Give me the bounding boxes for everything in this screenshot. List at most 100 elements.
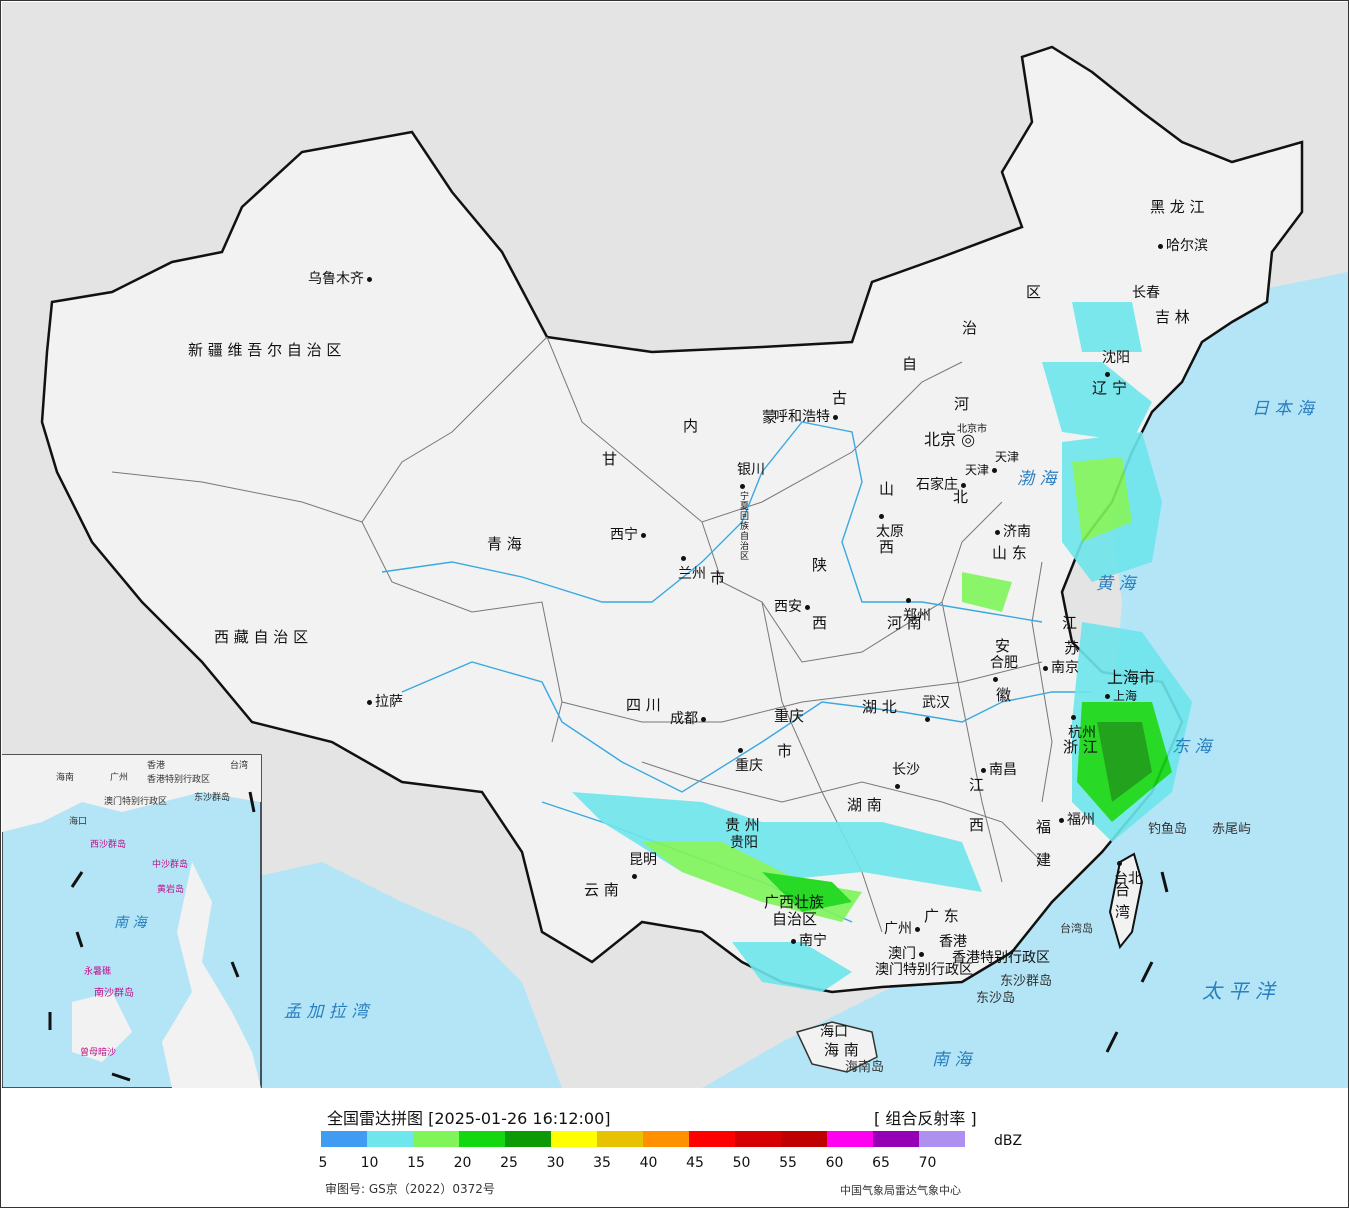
inset-label-xisha: 西沙群岛 [90,840,127,850]
city-nanchang: 南昌 [978,762,1017,778]
city-shanghai: 上海 [1102,688,1137,704]
radar-echoes [572,302,1192,992]
inset-label-zhongsha: 中沙群岛 [152,860,189,870]
sea-bengal: 孟 加 拉 湾 [284,1002,369,1022]
city-lanzhou: 兰州 [678,550,706,582]
scale-tick-label: 50 [732,1155,751,1171]
city-tianjin: 天津 [965,462,1000,478]
color-scale [321,1131,965,1147]
city-harbin: 哈尔滨 [1155,238,1208,254]
scale-tick-label: 40 [639,1155,658,1171]
island-taiwan: 台湾岛 [1060,922,1093,935]
color-swatch [735,1131,781,1147]
province-zhejiang: 浙 江 [1063,738,1098,756]
province-yunnan: 云 南 [584,881,619,899]
province-hebei-2: 北 [953,488,969,506]
province-fujian-2: 建 [1036,851,1052,869]
color-swatch [459,1131,505,1147]
inset-label-macau: 澳门特别行政区 [104,797,168,807]
city-wuhan: 武汉 [922,695,950,727]
province-jiangsu-2: 苏 [1064,639,1080,657]
island-diaoyu: 钓鱼岛 [1148,822,1188,837]
city-lhasa: 拉萨 [364,694,403,710]
scale-tick-label: 70 [918,1155,937,1171]
color-swatch [643,1131,689,1147]
sea-pacific: 太 平 洋 [1202,979,1275,1003]
scale-tick-label: 15 [407,1155,425,1171]
city-kunming: 昆明 [629,852,657,884]
scale-tick-label: 25 [500,1155,518,1171]
inset-label-hk-sar: 香港特别行政区 [147,775,211,785]
inset-label-guangzhou: 广州 [110,773,129,783]
city-shenyang: 沈阳 [1102,350,1130,382]
color-swatch [413,1131,459,1147]
province-guangxi-1: 广西壮族 [764,893,825,911]
province-hebei-1: 河 [954,395,970,413]
map-panel: 新 疆 维 吾 尔 自 治 区 西 藏 自 治 区 青 海 甘 内 蒙 古 自 … [2,2,1348,1088]
basemap [2,45,1348,1088]
municipality-beijing: 北京市 [957,424,987,435]
province-neimenggu-6: 区 [1026,283,1042,301]
inset-label-zengmu: 曾母暗沙 [80,1048,117,1058]
inset-label-haikou: 海口 [69,817,88,827]
color-swatch [919,1131,965,1147]
scale-tick-label: 55 [779,1155,797,1171]
city-nanjing: 南京 [1040,660,1079,676]
sea-yellow: 黄 海 [1096,574,1136,594]
bay-of-bengal [232,862,562,1088]
inset-label-nansha: 南沙群岛 [94,988,134,999]
scale-tick-label: 10 [360,1155,379,1171]
province-jiangxi-2: 西 [969,816,985,834]
inset-label-huangyan: 黄岩岛 [157,885,185,895]
province-borders [111,336,1053,933]
province-shanxi-1: 山 [879,480,895,498]
province-heilongjiang: 黑 龙 江 [1150,198,1205,216]
island-dongsha-group: 东沙群岛 [1000,974,1053,989]
sar-hongkong: 香港特别行政区 [952,950,1050,966]
city-xian: 西安 [774,599,813,615]
sea-east: 东 海 [1172,737,1212,757]
city-chengdu: 成都 [670,711,709,727]
city-hongkong: 香港 [939,934,967,950]
city-chongqing: 重庆 [735,742,763,774]
sea-bohai: 渤 海 [1017,469,1057,489]
province-chongqing-2: 市 [777,742,793,760]
city-taiyuan: 太原 [876,508,904,540]
color-scale-ticks: 5 10 15 20 25 30 35 40 45 50 55 60 65 70 [318,1155,961,1173]
color-swatch [873,1131,919,1147]
province-neimenggu-1: 内 [683,417,699,435]
city-beijing: 北京 ◎ [924,430,976,449]
province-anhui-1: 安 [995,637,1011,655]
nine-dash-line [48,791,1169,1082]
sar-macau: 澳门特别行政区 [875,962,973,978]
province-neimenggu-3: 古 [832,389,848,407]
taiwan-island [1108,852,1144,950]
city-taipei: 台北 [1114,855,1142,887]
city-urumqi: 乌鲁木齐 [308,271,375,287]
city-macau: 澳门 [888,946,927,962]
color-swatch [781,1131,827,1147]
color-swatch [551,1131,597,1147]
scale-tick-label: 5 [318,1155,328,1171]
legend-product: [ 组合反射率 ] [874,1109,977,1128]
city-hefei: 合肥 [990,655,1018,687]
inset-label-dongsha: 东沙群岛 [194,793,231,803]
color-swatch [367,1131,413,1147]
province-ningxia: 宁夏回族自治区 [740,492,750,562]
province-tianjin-1: 天津 [995,450,1020,464]
province-jiangsu-1: 江 [1062,614,1078,632]
inset-label-hainan: 海南 [56,773,75,783]
city-haikou: 海口 [820,1024,848,1040]
scale-tick-label: 60 [825,1155,844,1171]
province-hubei: 湖 北 [862,698,897,716]
color-swatch [505,1131,551,1147]
inset-label-yongshu: 永暑礁 [84,967,112,977]
city-hohhot: 呼和浩特 [774,409,841,425]
city-fuzhou: 福州 [1056,812,1095,828]
island-chiwei: 赤尾屿 [1212,822,1252,837]
province-liaoning-1: 辽 [1092,379,1108,397]
island-hainan: 海南岛 [845,1060,885,1075]
province-taiwan-2: 湾 [1115,903,1131,921]
province-shaanxi-1: 陕 [812,556,828,574]
legend-panel: 全国雷达拼图 [2025-01-26 16:12:00] [ 组合反射率 ] 5… [2,1089,1348,1207]
